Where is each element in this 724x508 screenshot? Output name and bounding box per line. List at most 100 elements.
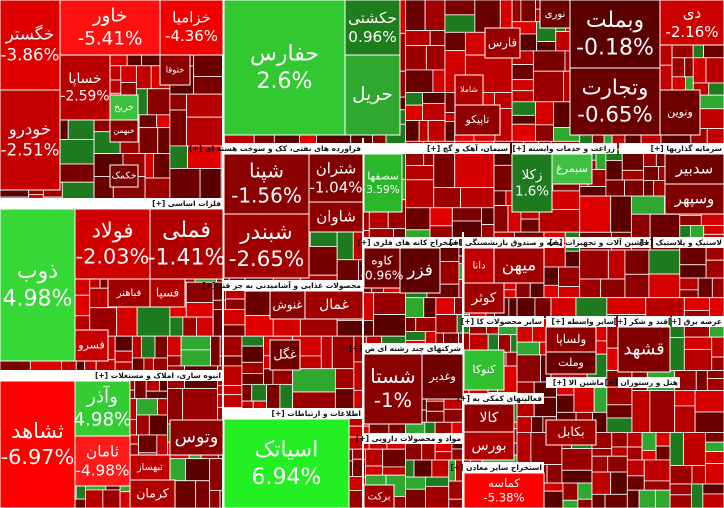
filler-cell (638, 489, 656, 508)
filler-cell (135, 65, 152, 90)
filler-cell (534, 297, 552, 320)
filler-cell (579, 249, 609, 280)
filler-cell (606, 404, 633, 419)
filler-cell (511, 90, 534, 103)
tile: حفارس 2.6% (223, 0, 346, 136)
filler-cell (182, 388, 218, 425)
sector-header: مواد و محصولات دارویی [+] (356, 433, 463, 444)
filler-cell (55, 163, 95, 183)
filler-cell (138, 114, 158, 129)
tile: نوری (539, 0, 571, 29)
sector-header: ماشین آلات و تجهیزات [+] (549, 237, 651, 248)
filler-cell (535, 101, 554, 126)
sector-header: قند و شکر [+] (614, 316, 670, 327)
tile: وملت (545, 351, 597, 375)
sector-header-bg (464, 462, 544, 473)
tile: فزر (399, 247, 441, 294)
sector-header: اطلاعات و ارتباطات [+] (224, 408, 363, 419)
tile-box (129, 454, 171, 481)
tile-box (363, 484, 395, 508)
sector-header-bg (546, 316, 616, 327)
filler-cell (140, 335, 156, 359)
filler-cell (532, 70, 564, 103)
filler-cell (606, 297, 647, 315)
tile-name: شبندر (239, 220, 292, 245)
tile-box (149, 208, 224, 280)
filler-cell (435, 297, 455, 315)
tile-name: ونوین (667, 106, 693, 120)
sector-header: شرکتهای چند رشته ای ص [+] (349, 343, 463, 354)
filler-cell (336, 230, 354, 261)
tile-name: قشهد (623, 340, 664, 360)
tile-change: 4.98% (73, 409, 131, 430)
sector-header-label: هتل و رستوران [+] (605, 378, 678, 387)
filler-cell (706, 370, 724, 379)
tile: دی-2.16% (659, 0, 724, 46)
tile-box (344, 0, 401, 56)
tile-change: 0.96% (348, 28, 397, 46)
sector-header-label: سرمایه گذاریها [+] (651, 144, 722, 153)
filler-cell (704, 432, 724, 443)
filler-cell (241, 335, 264, 347)
filler-cell (493, 190, 507, 206)
sector-header-label: لاستیک و پلاستیک [+] (640, 238, 722, 247)
filler-cell (334, 368, 355, 390)
filler-cell (516, 354, 541, 383)
filler-cell (641, 432, 657, 451)
tile-change: -3.86% (1, 45, 60, 64)
filler-cell (516, 432, 532, 465)
filler-cell (444, 31, 466, 52)
tile: کماسه-5.38% (463, 472, 545, 508)
tile-name: ذوب (17, 259, 58, 284)
filler-cell (669, 465, 693, 485)
tile-box (223, 418, 350, 508)
filler-cell (114, 350, 133, 363)
sector-header-label: محصولات غذایی و آشامیدنی به جز قند [+] (202, 280, 361, 290)
filler-cell (146, 88, 171, 116)
filler-cell (511, 123, 536, 142)
filler-cell (606, 386, 633, 406)
filler-cell (543, 266, 559, 286)
filler-cell (241, 383, 253, 402)
tile-name: برکت (368, 492, 391, 503)
filler-cell (186, 93, 225, 118)
tile-box (109, 164, 139, 188)
filler-cell (148, 414, 169, 436)
tile-box (363, 153, 403, 213)
tile-box (0, 0, 61, 91)
tile-box (159, 54, 191, 86)
tile-box (304, 290, 364, 320)
tile: خودرو-2.51% (0, 89, 61, 191)
filler-cell (591, 471, 612, 495)
sector-header: هتل و رستوران [+] (605, 377, 680, 388)
filler-cell (180, 349, 212, 367)
filler-cell (405, 69, 434, 93)
filler-cell (645, 297, 685, 319)
tile: خکمک (109, 164, 139, 188)
tile-change: -4.98% (75, 461, 129, 479)
filler-cell (702, 483, 724, 495)
filler-cell (626, 475, 645, 491)
filler-cell (564, 250, 581, 268)
tile: فسرو (74, 329, 109, 362)
tile: سدبیر (664, 153, 724, 185)
filler-cell (626, 489, 640, 508)
filler-cell (444, 14, 476, 33)
filler-cell (114, 335, 133, 352)
filler-cell (510, 334, 518, 353)
tile-change: -2.51% (1, 140, 60, 159)
filler-cell (432, 69, 446, 93)
tile-name: ثبهساز (136, 462, 163, 473)
sector-header-label: انبوه سازی، املاک و مستغلات [+] (95, 371, 221, 380)
tile-name: وتوس (175, 428, 219, 448)
filler-cell (241, 345, 264, 363)
filler-cell (683, 432, 706, 466)
filler-cell (508, 297, 518, 319)
filler-cell (167, 355, 182, 367)
sector-header-bg (364, 433, 463, 444)
filler-cell (683, 297, 711, 311)
filler-cell (674, 390, 696, 407)
tile-box (617, 326, 671, 373)
filler-cell (516, 416, 532, 433)
